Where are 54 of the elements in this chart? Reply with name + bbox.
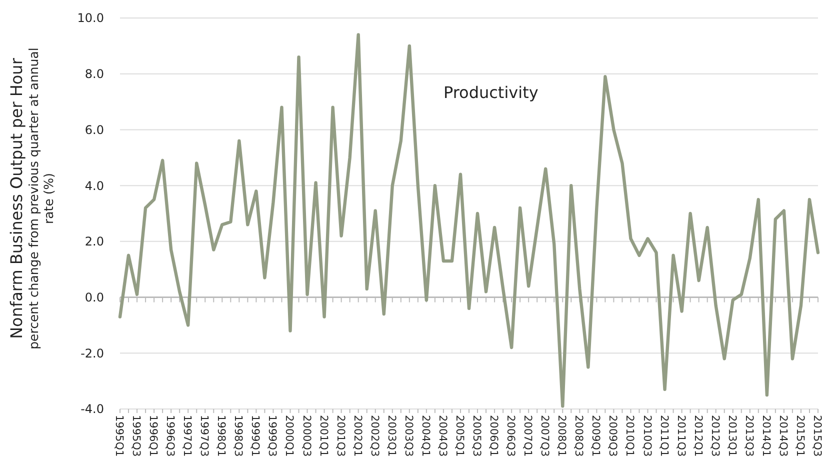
x-tick-label: 2005Q1: [453, 415, 466, 457]
x-tick-label: 2009Q3: [606, 415, 619, 457]
y-tick-label: -2.0: [80, 346, 104, 360]
text: percent change from previous quarter at annual rate (%): [26, 48, 56, 350]
x-tick-label: 2003Q1: [385, 415, 398, 457]
series-label: Productivity: [443, 82, 538, 102]
line-series: [118, 33, 820, 408]
x-tick-label: 2006Q1: [488, 415, 500, 457]
x-tick-label: 2015Q1: [794, 415, 806, 457]
x-tick-label: 1999Q3: [266, 415, 278, 457]
y-tick-label: -4.0: [80, 402, 104, 416]
x-tick-label: 2004Q1: [419, 415, 432, 457]
x-tick-label: 2011Q1: [658, 415, 670, 457]
y-tick-label: 6.0: [84, 122, 104, 137]
x-tick-label: 2015Q3: [811, 415, 822, 457]
x-tick-label: 2006Q3: [504, 415, 517, 457]
x-tick-label: 2013Q3: [742, 415, 755, 457]
x-tick-label: 1995Q1: [113, 415, 125, 457]
x-tick-label: 1998Q1: [215, 415, 228, 457]
y-tick-label: 0.0: [84, 290, 104, 304]
x-tick-label: 2005Q3: [470, 415, 483, 457]
x-tick-label: 2008Q3: [572, 415, 585, 457]
x-tick-label: 2008Q1: [556, 415, 568, 457]
x-tick-label: 2004Q3: [436, 415, 448, 457]
x-tick-label: 2010Q1: [624, 415, 636, 457]
x-tick-label: 2007Q3: [538, 415, 551, 457]
x-tick-label: 1997Q3: [198, 415, 210, 457]
x-tick-label: 1995Q3: [130, 415, 142, 457]
x-tick-label: 2013Q1: [726, 415, 738, 457]
x-tick-label: 2012Q3: [708, 415, 721, 457]
x-tick-label: 2014Q3: [776, 415, 789, 457]
y-tick-label: 2.0: [84, 234, 104, 249]
x-tick-label: 2010Q3: [640, 415, 653, 457]
x-tick-label: 1999Q1: [249, 415, 262, 457]
x-tick-label: 1998Q3: [232, 415, 244, 457]
x-tick-label: 2012Q1: [692, 415, 704, 457]
x-tick-label: 2002Q1: [351, 415, 364, 457]
x-tick-label: 2003Q3: [402, 415, 414, 457]
x-tick-label: 2000Q3: [300, 415, 312, 457]
y-tick-label: 4.0: [84, 178, 104, 193]
x-tick-label: 2002Q3: [368, 415, 380, 457]
x-tick-label: 2007Q1: [522, 415, 534, 457]
x-tick-label: 2009Q1: [590, 415, 602, 457]
x-tick-label: 1996Q1: [147, 415, 160, 457]
y-tick-label: 8.0: [84, 67, 104, 82]
x-tick-label: 2014Q1: [760, 415, 772, 457]
y-tick-label: 10.0: [77, 11, 104, 26]
x-tick-label: 2001Q1: [317, 415, 330, 457]
x-tick-label: 2000Q1: [283, 415, 296, 457]
x-tick-label: 1996Q3: [164, 415, 176, 457]
x-tick-label: 2011Q3: [674, 415, 687, 457]
x-tick-label: 2001Q3: [334, 415, 346, 457]
y-axis-title: Nonfarm Business Output per Hour: [7, 58, 26, 339]
x-tick-label: 1997Q1: [181, 415, 194, 457]
